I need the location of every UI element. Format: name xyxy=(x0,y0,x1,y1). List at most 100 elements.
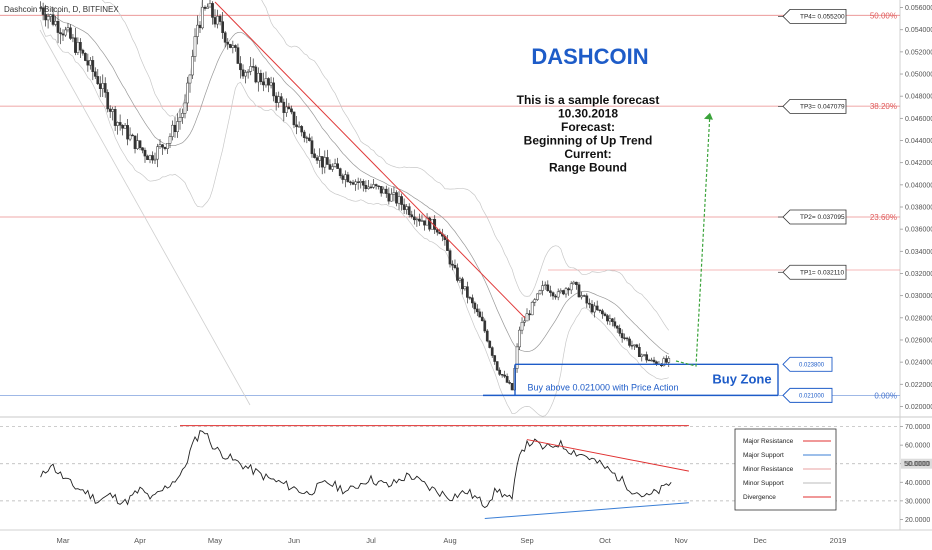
price-axis-tick-label: 0.038000 xyxy=(905,205,932,212)
candle-body xyxy=(352,183,354,185)
candle-body xyxy=(357,182,359,183)
candle-body xyxy=(146,156,148,160)
price-axis-tick-label: 0.054000 xyxy=(905,27,932,34)
candle-body xyxy=(144,150,146,156)
forecast-line: Current: xyxy=(564,147,611,161)
candle-body xyxy=(456,268,458,281)
candle-body xyxy=(526,314,528,321)
candle-body xyxy=(367,187,369,189)
time-axis-tick-label: Mar xyxy=(57,536,70,545)
candle-body xyxy=(255,67,257,82)
price-axis-tick-label: 0.052000 xyxy=(905,49,932,56)
candle-body xyxy=(411,215,413,217)
major-support-line xyxy=(485,503,689,519)
target-label: TP1= 0.032110 xyxy=(800,269,845,276)
candle-body xyxy=(232,45,234,47)
candle-body xyxy=(521,322,523,330)
candle-body xyxy=(324,157,326,167)
candle-body xyxy=(112,109,114,111)
candle-body xyxy=(552,293,554,296)
candle-body xyxy=(451,264,453,265)
candle-body xyxy=(186,83,188,103)
candle-body xyxy=(179,117,181,121)
time-axis-tick-label: Nov xyxy=(674,536,688,545)
candle-body xyxy=(636,345,638,347)
candle-body xyxy=(211,3,213,17)
candle-body xyxy=(222,22,224,33)
osc-axis-tick-label: 70.0000 xyxy=(905,424,930,431)
candle-body xyxy=(606,316,608,321)
candle-body xyxy=(575,282,577,285)
candle-body xyxy=(129,135,131,139)
price-axis-tick-label: 0.034000 xyxy=(905,249,932,256)
candle-body xyxy=(596,306,598,310)
candle-body xyxy=(260,73,262,81)
candle-body xyxy=(45,15,47,20)
candle-body xyxy=(400,196,402,204)
candle-body xyxy=(398,196,400,203)
candle-body xyxy=(594,306,596,312)
candle-body xyxy=(64,30,66,35)
price-axis-tick-label: 0.026000 xyxy=(905,337,932,344)
candle-body xyxy=(214,17,216,24)
candle-body xyxy=(52,15,54,25)
candle-body xyxy=(390,194,392,201)
candle-body xyxy=(449,251,451,264)
candle-body xyxy=(562,290,564,294)
time-axis-tick-label: Aug xyxy=(443,536,456,545)
candle-body xyxy=(189,75,191,83)
candle-body xyxy=(665,359,667,363)
candle-body xyxy=(270,83,272,85)
candle-body xyxy=(166,143,168,148)
candle-body xyxy=(156,147,158,159)
candle-body xyxy=(599,310,601,311)
candle-body xyxy=(534,300,536,303)
candle-body xyxy=(126,125,128,139)
candle-body xyxy=(298,126,300,127)
legend-label: Minor Resistance xyxy=(743,466,794,473)
candle-body xyxy=(380,186,382,193)
candle-body xyxy=(72,38,74,39)
candle-body xyxy=(539,291,541,294)
candle-body xyxy=(49,15,51,17)
candle-body xyxy=(568,289,570,290)
candle-body xyxy=(486,331,488,341)
osc-axis-tick-label: 30.0000 xyxy=(905,498,930,505)
candle-body xyxy=(609,319,611,321)
candle-body xyxy=(650,360,652,361)
oscillator-line xyxy=(41,431,672,508)
candle-body xyxy=(224,33,226,43)
candle-body xyxy=(469,297,471,298)
candle-body xyxy=(119,122,121,125)
candle-body xyxy=(529,314,531,315)
candle-body xyxy=(288,107,290,109)
candle-body xyxy=(199,25,201,28)
candle-body xyxy=(501,374,503,375)
candle-body xyxy=(209,3,211,7)
candle-body xyxy=(403,205,405,210)
candle-body xyxy=(481,317,483,321)
candle-body xyxy=(466,287,468,298)
candle-body xyxy=(446,240,448,251)
candle-body xyxy=(109,109,111,112)
candle-body xyxy=(206,7,208,9)
candle-body xyxy=(646,355,648,360)
candle-body xyxy=(560,290,562,291)
buy-zone-note: Buy above 0.021000 with Price Action xyxy=(527,382,678,392)
candle-body xyxy=(122,125,124,128)
candle-body xyxy=(99,84,101,89)
candle-body xyxy=(393,193,395,195)
buy-zone-top-value: 0.023800 xyxy=(799,362,825,368)
candle-body xyxy=(383,189,385,193)
candle-body xyxy=(372,184,374,187)
symbol-label: Dashcoin / Bitcoin, D, BITFINEX xyxy=(4,5,119,14)
candle-body xyxy=(461,279,463,289)
candle-body xyxy=(337,164,339,169)
price-axis-tick-label: 0.050000 xyxy=(905,72,932,79)
candle-body xyxy=(474,303,476,309)
forecast-line: Beginning of Up Trend xyxy=(524,134,653,148)
candle-body xyxy=(565,289,567,294)
candle-body xyxy=(494,356,496,362)
candle-body xyxy=(92,60,94,71)
